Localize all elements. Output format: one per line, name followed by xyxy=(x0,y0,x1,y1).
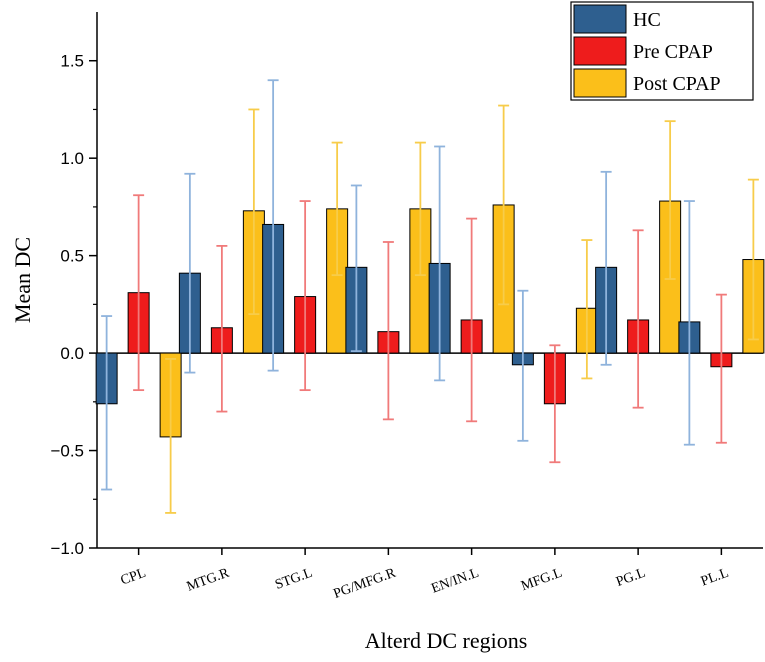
legend-swatch xyxy=(573,36,627,66)
x-tick-label: MFG.L xyxy=(519,566,564,595)
x-tick-label: PG.L xyxy=(614,566,647,590)
y-tick-label: 0.5 xyxy=(60,247,84,266)
legend-label: HC xyxy=(633,9,661,31)
y-axis-title: Mean DC xyxy=(10,237,35,323)
x-tick-label: MTG.R xyxy=(185,565,232,594)
legend-label: Pre CPAP xyxy=(633,41,713,63)
y-tick-label: −0.5 xyxy=(50,442,84,461)
x-tick-label: PG/MFG.R xyxy=(332,565,399,602)
y-tick-label: 1.5 xyxy=(60,52,84,71)
y-tick-label: 0.0 xyxy=(60,344,84,363)
x-tick-label: STG.L xyxy=(273,566,314,593)
y-tick-label: −1.0 xyxy=(50,539,84,558)
y-tick-label: 1.0 xyxy=(60,149,84,168)
x-axis-title: Alterd DC regions xyxy=(365,628,528,653)
legend-swatch xyxy=(573,4,627,34)
legend-label: Post CPAP xyxy=(633,73,721,95)
x-tick-label: PL.L xyxy=(699,566,731,590)
legend-swatch xyxy=(573,68,627,98)
x-tick-label: EN/IN.L xyxy=(429,566,481,597)
x-tick-label: CPL xyxy=(119,566,148,589)
